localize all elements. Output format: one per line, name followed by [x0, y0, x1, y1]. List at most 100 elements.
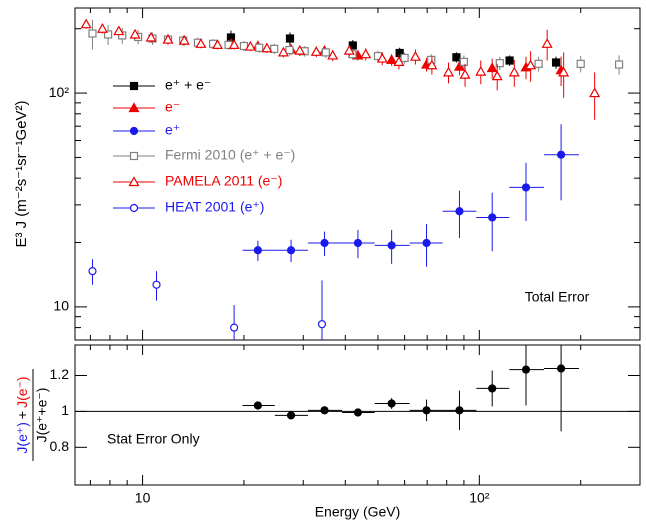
- marker: [327, 49, 339, 60]
- marker: [353, 238, 363, 248]
- marker: [321, 48, 330, 57]
- marker: [387, 399, 396, 408]
- marker: [277, 46, 289, 57]
- marker: [80, 18, 92, 29]
- marker: [129, 28, 141, 39]
- x-tick-label: 10: [135, 490, 151, 506]
- marker: [455, 406, 464, 415]
- legend-label: PAMELA 2011 (e⁻): [165, 173, 282, 189]
- marker: [286, 411, 296, 420]
- y-label-part: J(e⁺): [14, 422, 30, 454]
- marker: [129, 81, 139, 91]
- marker: [129, 151, 139, 161]
- y-label-denominator: J(e⁺+e⁻): [34, 388, 50, 443]
- marker: [486, 62, 498, 73]
- marker: [491, 70, 503, 81]
- marker: [178, 34, 190, 45]
- marker: [459, 57, 469, 66]
- marker: [353, 408, 363, 417]
- marker: [320, 238, 329, 248]
- marker: [317, 320, 327, 329]
- marker: [495, 59, 504, 68]
- plot-frame: [74, 7, 641, 341]
- marker: [426, 59, 438, 70]
- marker: [128, 102, 140, 113]
- y-tick-label: 0.8: [50, 438, 70, 454]
- y-label-numerator: J(e⁺) + J(e⁻): [14, 376, 30, 453]
- y-label-part: +: [14, 411, 30, 419]
- marker: [228, 39, 240, 50]
- marker: [556, 364, 566, 373]
- marker: [152, 280, 161, 289]
- marker: [475, 65, 487, 76]
- marker: [455, 207, 464, 216]
- marker: [113, 25, 125, 36]
- marker: [195, 38, 207, 48]
- marker: [244, 40, 256, 51]
- marker: [255, 43, 264, 52]
- annotation: Total Error: [525, 289, 590, 305]
- legend-label: Fermi 2010 (e⁺ + e⁻): [165, 147, 295, 163]
- marker: [505, 56, 514, 65]
- marker: [422, 406, 431, 415]
- marker: [230, 323, 239, 332]
- marker: [534, 59, 543, 68]
- marker: [525, 59, 537, 70]
- legend-label: e⁺: [165, 122, 180, 138]
- marker: [508, 66, 520, 77]
- marker: [343, 44, 355, 55]
- marker: [310, 46, 322, 56]
- annotation: Stat Error Only: [107, 431, 200, 447]
- marker: [521, 183, 531, 192]
- marker: [589, 87, 601, 98]
- x-tick-label: 10²: [469, 490, 490, 506]
- marker: [387, 241, 396, 250]
- marker: [395, 48, 404, 58]
- marker: [488, 384, 497, 393]
- marker: [360, 48, 372, 59]
- marker: [145, 31, 157, 42]
- marker: [285, 45, 294, 55]
- marker: [521, 365, 531, 374]
- marker: [261, 42, 273, 53]
- marker: [253, 401, 262, 410]
- x-axis-label: Energy (GeV): [315, 504, 401, 520]
- marker: [488, 213, 497, 222]
- marker: [162, 33, 174, 44]
- legend-label: e⁻: [165, 99, 180, 115]
- marker: [253, 246, 262, 255]
- marker: [386, 54, 398, 64]
- plot-area: [242, 345, 579, 432]
- marker: [558, 66, 570, 77]
- marker: [614, 60, 624, 69]
- marker: [285, 34, 295, 43]
- marker: [453, 60, 465, 71]
- plot-frame: [74, 344, 641, 486]
- legend-label: e⁺ + e⁻: [165, 77, 211, 93]
- marker: [270, 44, 279, 53]
- marker: [129, 126, 139, 136]
- marker: [88, 267, 97, 276]
- marker: [88, 29, 97, 38]
- marker: [320, 406, 329, 415]
- y-axis-label: J(e⁺) + J(e⁻) J(e⁺+e⁻): [14, 369, 50, 461]
- marker: [551, 58, 561, 67]
- marker: [286, 246, 296, 255]
- y-tick-label: 1.2: [50, 366, 70, 382]
- plot-area: [80, 18, 624, 340]
- marker: [442, 66, 455, 77]
- marker: [103, 30, 113, 39]
- marker: [576, 59, 585, 68]
- y-tick-label: 1: [61, 402, 69, 418]
- marker: [129, 203, 139, 213]
- legend-label: HEAT 2001 (e⁺): [165, 199, 264, 215]
- marker: [452, 53, 461, 62]
- marker: [541, 38, 553, 48]
- marker: [239, 41, 249, 51]
- y-tick-label: 10²: [49, 84, 70, 100]
- marker: [294, 44, 306, 55]
- marker: [459, 68, 471, 79]
- marker: [376, 52, 388, 63]
